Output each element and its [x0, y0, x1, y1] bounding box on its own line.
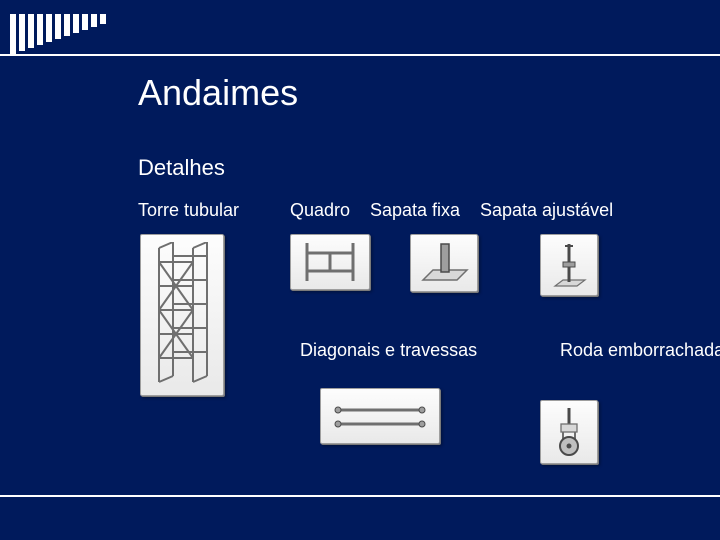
label-diagonais: Diagonais e travessas — [300, 340, 477, 361]
label-quadro: Quadro — [290, 200, 350, 221]
card-quadro — [290, 234, 370, 290]
label-torre-tubular: Torre tubular — [138, 200, 239, 221]
adjustable-base-icon — [547, 240, 591, 290]
label-sapata-ajustavel: Sapata ajustável — [480, 200, 613, 221]
frame-icon — [297, 241, 363, 283]
bottom-rule — [0, 495, 720, 497]
braces-icon — [328, 396, 432, 436]
card-sapata-fixa — [410, 234, 478, 292]
label-roda: Roda emborrachada — [560, 340, 710, 361]
card-diagonais — [320, 388, 440, 444]
tower-icon — [147, 242, 217, 388]
card-sapata-ajustavel — [540, 234, 598, 296]
fixed-base-icon — [417, 240, 471, 286]
page-subtitle: Detalhes — [138, 155, 225, 181]
caster-icon — [547, 406, 591, 458]
page-title: Andaimes — [138, 72, 298, 114]
top-rule — [0, 54, 720, 56]
card-roda — [540, 400, 598, 464]
label-sapata-fixa: Sapata fixa — [370, 200, 460, 221]
card-torre-tubular — [140, 234, 224, 396]
corner-ticks — [10, 14, 106, 54]
